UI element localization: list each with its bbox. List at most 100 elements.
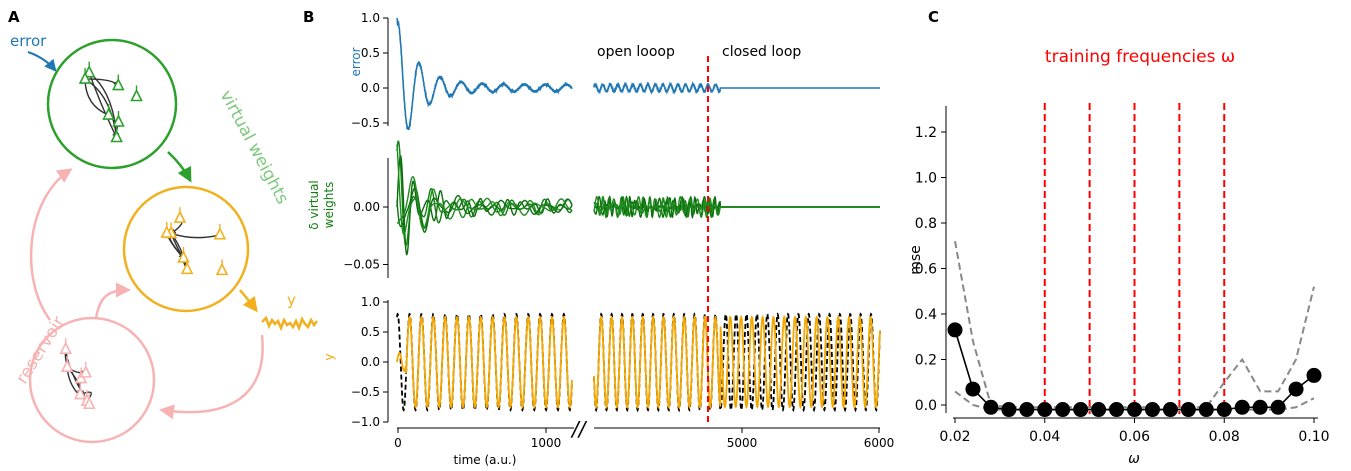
training-frequencies-title: training frequencies ω: [1045, 47, 1235, 67]
weight-trace: [593, 196, 880, 219]
omega-x-tick-label: 0.06: [1119, 429, 1150, 445]
weights-y-ticks: 0.00 −0.05: [343, 200, 388, 272]
neuron-icon: [82, 64, 96, 78]
reservoir-network: [59, 338, 96, 410]
mse-point: [1234, 399, 1250, 415]
mse-point: [1109, 402, 1125, 418]
neuron-icon: [112, 77, 125, 91]
panel-c-label: C: [928, 8, 939, 26]
weights-y-label-line2: weights: [322, 182, 336, 229]
weight-trace: [396, 187, 573, 233]
mse-point: [1091, 402, 1107, 418]
neuron-icon: [59, 341, 73, 355]
training-frequency-lines: [1043, 103, 1226, 414]
output-series-segment-1: [396, 315, 573, 409]
output-network: [160, 207, 229, 276]
time-tick-label-0: 0: [394, 436, 402, 450]
neuron-icon: [78, 71, 92, 84]
y-tick-label: −0.05: [343, 258, 380, 272]
closed-loop-annotation: closed loop: [722, 44, 801, 60]
mse-y-tick-label: 0.8: [915, 216, 937, 232]
weights-subplot: 0.00 −0.05 δ virtual weights: [307, 140, 880, 278]
open-loop-annotation: open looop: [597, 44, 675, 60]
output-y-ticks: 1.0 0.5 0.0 −0.5 −1.0: [351, 295, 388, 429]
neuron-icon: [79, 365, 93, 378]
error-input-label: error: [10, 32, 47, 50]
virtual-network: [78, 61, 143, 143]
mse-point: [947, 322, 963, 338]
reservoir-label: reservoir: [12, 313, 69, 388]
mse-point: [1144, 402, 1160, 418]
weight-trace: [396, 176, 572, 230]
mse-point: [1270, 399, 1286, 415]
mse-point: [1288, 381, 1304, 397]
mse-point: [1162, 402, 1178, 418]
mse-y-tick-label: 0.0: [915, 398, 937, 414]
mse-y-tick-label: 0.6: [915, 262, 937, 278]
y-tick-label: 0.5: [361, 325, 380, 339]
neuron-icon: [173, 210, 187, 223]
neuron-icon: [110, 129, 123, 143]
neuron-icon: [213, 226, 227, 240]
omega-x-label: ω: [1128, 451, 1140, 467]
time-axis-label: time (a.u.): [454, 453, 517, 467]
omega-x-tick-label: 0.02: [939, 429, 970, 445]
neuron-icon: [112, 114, 125, 127]
panel-c: C training frequencies ω 0.0 0.2 0.4 0.6 0.8…: [908, 8, 1330, 467]
error-y-ticks: 1.0 0.5 0.0 −0.5: [351, 11, 388, 130]
mse-point: [1073, 402, 1089, 418]
output-y-label: y: [287, 291, 296, 309]
reservoir-to-output-arrow: [94, 282, 131, 319]
panel-b-label: B: [303, 8, 314, 26]
mse-point: [1019, 402, 1035, 418]
mse-point: [1001, 402, 1017, 418]
panel-a-label: A: [8, 8, 20, 26]
reservoir-circle: [28, 316, 156, 444]
omega-x-tick-label: 0.08: [1209, 429, 1240, 445]
weights-y-label-line1: δ virtual: [307, 180, 321, 230]
panel-a: A error virtual weights y reservoir: [8, 8, 318, 444]
mse-y-ticks: 0.0 0.2 0.4 0.6 0.8 1.0 1.2: [915, 125, 946, 414]
mse-point: [983, 399, 999, 415]
mse-point: [1306, 367, 1322, 383]
neuron-icon: [180, 261, 194, 275]
y-tick-label: 0.0: [361, 81, 380, 95]
axis-break-mark: //: [570, 417, 588, 441]
neuron-icon: [130, 88, 143, 102]
error-subplot: 1.0 0.5 0.0 −0.5 error open looop closed lo…: [349, 11, 880, 131]
reservoir-to-virtual-arrow: [29, 168, 73, 321]
output-y-label: y: [322, 353, 336, 360]
mse-y-tick-label: 0.4: [915, 307, 937, 323]
mse-point: [1037, 402, 1053, 418]
virtual-to-output-arrow: [167, 151, 192, 183]
omega-x-tick-label: 0.04: [1029, 429, 1060, 445]
y-tick-label: 0.00: [353, 200, 380, 214]
time-tick-label-6000: 6000: [864, 436, 895, 450]
omega-x-tick-label: 0.10: [1298, 429, 1329, 445]
mse-point: [965, 381, 981, 397]
mse-mean-points: [947, 322, 1322, 418]
mse-point: [1252, 399, 1268, 415]
panel-b: B 1.0 0.5 0.0 −0.5 error open looop closed …: [303, 8, 894, 467]
synapse-curve: [82, 77, 109, 116]
mse-y-label: mse: [908, 245, 924, 275]
error-series-segment-1: [396, 17, 573, 131]
neuron-icon: [215, 262, 229, 276]
mse-point: [1216, 402, 1232, 418]
neuron-icon: [60, 359, 74, 373]
output-network-circle: [122, 185, 250, 313]
mse-point: [1055, 402, 1071, 418]
omega-x-ticks: 0.02 0.04 0.06 0.08 0.10: [939, 418, 1330, 445]
time-tick-label-5000: 5000: [727, 436, 758, 450]
neuron-icon: [177, 250, 190, 263]
neuron-icon: [160, 225, 174, 238]
y-tick-label: −0.5: [351, 385, 380, 399]
synapse-curve: [170, 232, 221, 239]
neuron-icon: [82, 396, 96, 410]
neuron-icon: [102, 107, 115, 120]
output-subplot: 1.00.50.0−0.5−1.0 y // 0 1000 5000 6000 …: [322, 295, 894, 467]
time-tick-label-1000: 1000: [531, 436, 562, 450]
weight-trace: [396, 144, 573, 236]
mse-y-tick-label: 1.0: [915, 171, 937, 187]
